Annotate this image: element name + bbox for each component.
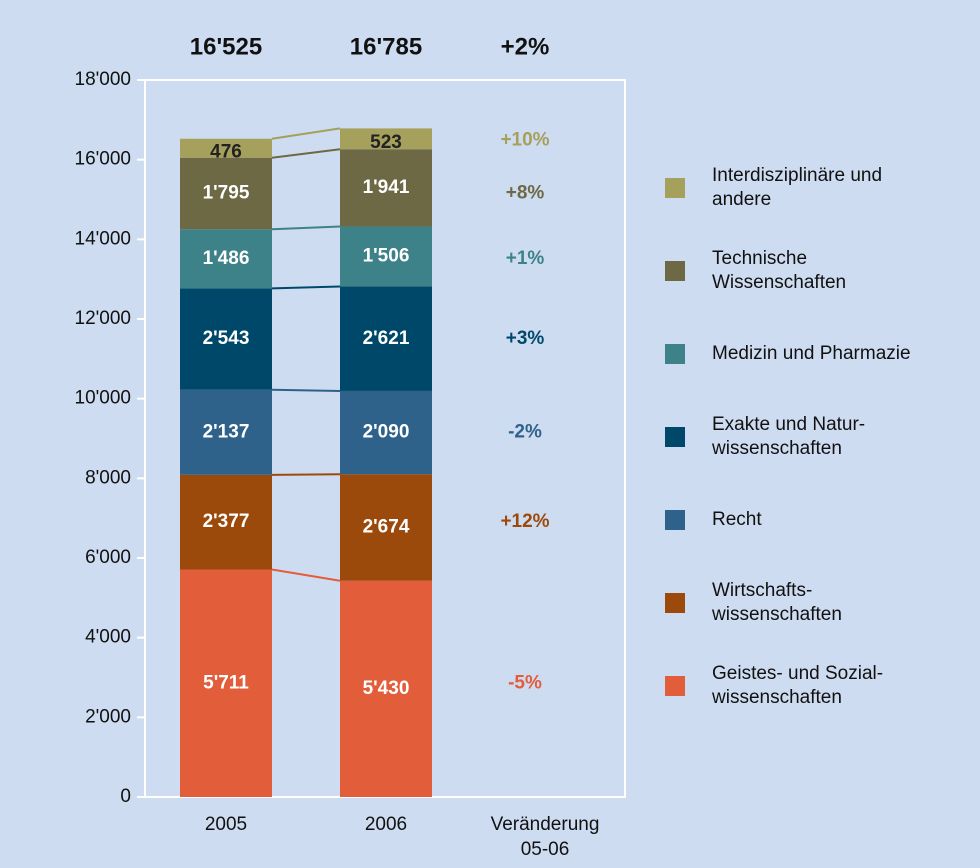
bar-segment [180,389,272,475]
legend-swatch [665,427,685,447]
bar-segment [180,138,272,158]
bar-segment [340,286,432,391]
value-label: 2'621 [363,328,410,349]
legend-label: Geistes- und Sozial- wissenschaften [712,663,884,708]
change-label: +12% [500,511,549,532]
connector [271,225,341,231]
bar-segment [180,474,272,570]
bar-segment [340,390,432,475]
legend-swatch [665,593,685,613]
total-change-label: +2% [501,33,550,60]
y-tick-label: 8'000 [85,467,131,488]
legend-label: Interdisziplinäre und andere [712,165,883,210]
value-label: 2'543 [203,328,250,349]
value-label: 1'506 [363,246,410,267]
y-tick-label: 2'000 [85,706,131,727]
legend-swatch [665,178,685,198]
value-label: 1'941 [363,177,410,198]
bar-segment [180,157,272,230]
y-tick-label: 18'000 [75,69,131,90]
legend-label: Wirtschafts- wissenschaften [712,580,842,625]
legend-swatch [665,510,685,530]
change-label: -2% [508,421,542,442]
bar-segment [340,226,432,287]
value-label: 5'711 [203,672,249,693]
connector [271,388,341,392]
change-label: +8% [506,182,545,203]
change-label: +10% [500,129,549,150]
legend-swatch [665,676,685,696]
bar-segment [340,149,432,227]
value-label: 1'486 [203,248,250,269]
change-label: +3% [506,328,545,349]
legend-swatch [665,344,685,364]
total-label: 16'785 [350,33,422,60]
y-tick-label: 10'000 [75,388,131,409]
x-tick-label: 2006 [364,814,408,835]
bar-segment [180,229,272,289]
bar-segment [340,474,432,581]
connector [271,285,341,290]
connector [271,127,341,140]
connector [271,148,341,159]
legend-label: Medizin und Pharmazie [712,343,911,364]
y-tick-label: 4'000 [85,627,131,648]
value-label: 523 [370,132,402,153]
y-tick-label: 16'000 [75,149,131,170]
y-tick-label: 14'000 [75,228,131,249]
value-label: 476 [210,141,242,162]
value-label: 2'377 [203,511,250,532]
change-label: +1% [506,248,545,269]
bar-segment [180,288,272,390]
value-label: 2'137 [203,421,250,442]
change-label: -5% [508,672,542,693]
connector [271,473,341,476]
bar-segment [180,569,272,797]
legend-label: Recht [712,509,762,530]
value-label: 2'090 [363,422,410,443]
legend-label: Exakte und Natur- wissenschaften [712,414,866,459]
y-tick-label: 0 [120,786,131,807]
connector [271,568,341,582]
y-tick-label: 6'000 [85,547,131,568]
x-tick-label: 2005 [204,814,248,835]
change-axis-label: Veränderung 05-06 [490,814,600,860]
value-label: 1'795 [203,182,250,203]
y-tick-label: 12'000 [75,308,131,329]
legend-swatch [665,261,685,281]
legend-label: Technische Wissenschaften [712,248,847,293]
value-label: 5'430 [363,678,410,699]
total-label: 16'525 [190,33,262,60]
bar-segment [340,580,432,797]
bar-segment [340,128,432,150]
value-label: 2'674 [363,516,410,537]
